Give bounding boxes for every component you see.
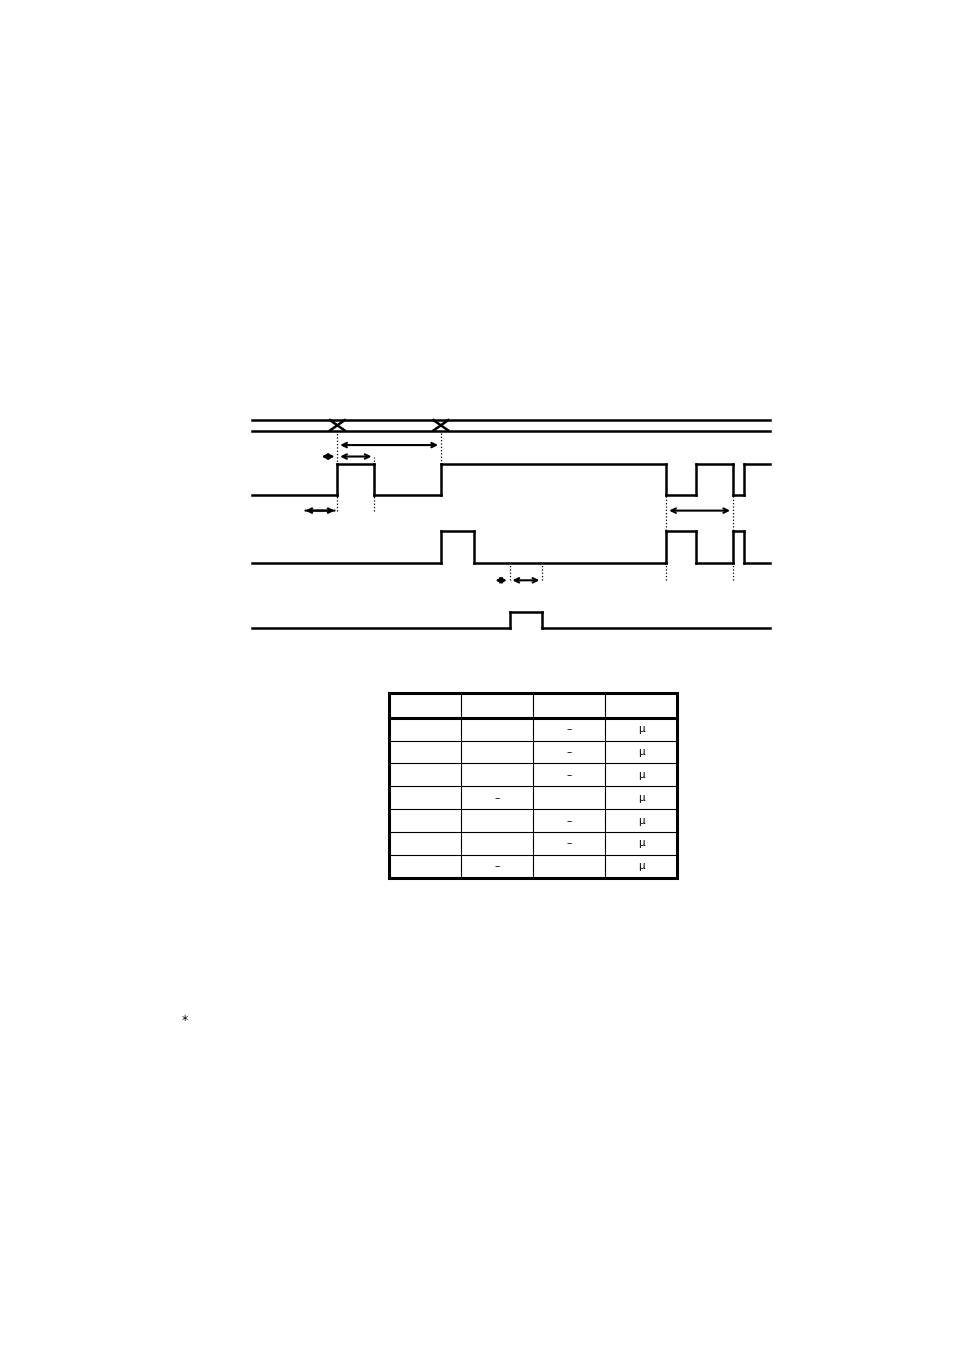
Text: μ: μ bbox=[638, 747, 644, 757]
Text: μ: μ bbox=[638, 770, 644, 780]
Text: –: – bbox=[566, 770, 572, 780]
Text: *: * bbox=[182, 1013, 188, 1027]
Bar bbox=[389, 693, 677, 878]
Text: μ: μ bbox=[638, 793, 644, 802]
Text: –: – bbox=[566, 747, 572, 757]
Text: μ: μ bbox=[638, 839, 644, 848]
Text: –: – bbox=[566, 724, 572, 734]
Text: –: – bbox=[566, 839, 572, 848]
Text: –: – bbox=[566, 816, 572, 825]
Text: –: – bbox=[494, 793, 499, 802]
Text: μ: μ bbox=[638, 724, 644, 734]
Text: μ: μ bbox=[638, 816, 644, 825]
Text: –: – bbox=[494, 862, 499, 871]
Text: μ: μ bbox=[638, 862, 644, 871]
